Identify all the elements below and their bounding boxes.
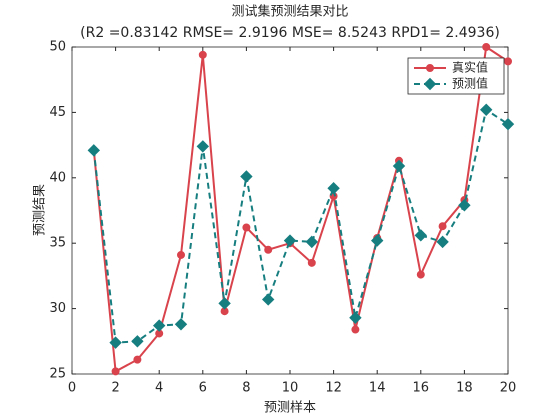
- y-tick-label: 45: [49, 105, 66, 120]
- marker: [133, 355, 142, 364]
- marker: [349, 311, 362, 324]
- marker: [283, 234, 297, 247]
- x-tick-label: 2: [111, 381, 119, 396]
- x-tick-label: 16: [413, 381, 430, 396]
- x-tick-label: 12: [325, 381, 342, 396]
- y-tick-label: 50: [49, 40, 66, 55]
- x-tick-label: 20: [500, 381, 517, 396]
- marker: [416, 270, 425, 279]
- marker: [174, 318, 188, 331]
- marker: [218, 297, 231, 310]
- x-tick-label: 18: [456, 381, 473, 396]
- marker: [261, 293, 275, 306]
- legend-label: 预测值: [452, 76, 488, 91]
- marker: [242, 223, 251, 232]
- y-axis-label: 预测结果: [33, 184, 48, 236]
- marker: [482, 43, 491, 51]
- legend-box: [407, 57, 505, 95]
- y-tick-label: 40: [49, 170, 66, 185]
- marker: [392, 159, 406, 173]
- marker: [307, 258, 316, 267]
- marker: [87, 144, 101, 157]
- x-tick-label: 6: [199, 381, 207, 396]
- marker: [198, 50, 207, 59]
- marker: [414, 229, 428, 242]
- marker: [131, 335, 144, 348]
- x-tick-label: 0: [68, 381, 76, 396]
- marker: [264, 245, 273, 254]
- x-tick-label: 8: [242, 381, 250, 396]
- y-tick-label: 30: [49, 301, 66, 316]
- marker: [111, 367, 120, 376]
- chart-title: 测试集预测结果对比: [231, 4, 348, 20]
- y-tick-label: 35: [49, 236, 66, 251]
- marker: [436, 235, 449, 249]
- marker: [196, 140, 210, 153]
- y-tick-label: 25: [49, 367, 66, 382]
- chart-subtitle: (R2 =0.83142 RMSE= 2.9196 MSE= 8.5243 RP…: [80, 25, 500, 41]
- series-line: [92, 45, 509, 373]
- marker: [501, 117, 515, 131]
- marker: [305, 235, 319, 249]
- marker: [240, 170, 253, 183]
- marker: [458, 199, 471, 212]
- marker: [109, 336, 122, 349]
- legend-marker: [423, 77, 437, 91]
- marker: [351, 325, 360, 334]
- marker: [479, 103, 493, 116]
- legend-marker: [426, 64, 434, 72]
- marker: [327, 182, 340, 195]
- marker: [438, 222, 447, 231]
- marker: [177, 250, 185, 259]
- x-tick-label: 10: [282, 381, 299, 396]
- x-tick-label: 14: [369, 381, 386, 396]
- legend-label: 真实值: [452, 60, 488, 75]
- marker: [152, 319, 166, 332]
- x-axis-label: 预测样本: [264, 401, 316, 416]
- marker: [504, 57, 512, 66]
- marker: [370, 234, 384, 247]
- x-tick-label: 4: [155, 381, 163, 396]
